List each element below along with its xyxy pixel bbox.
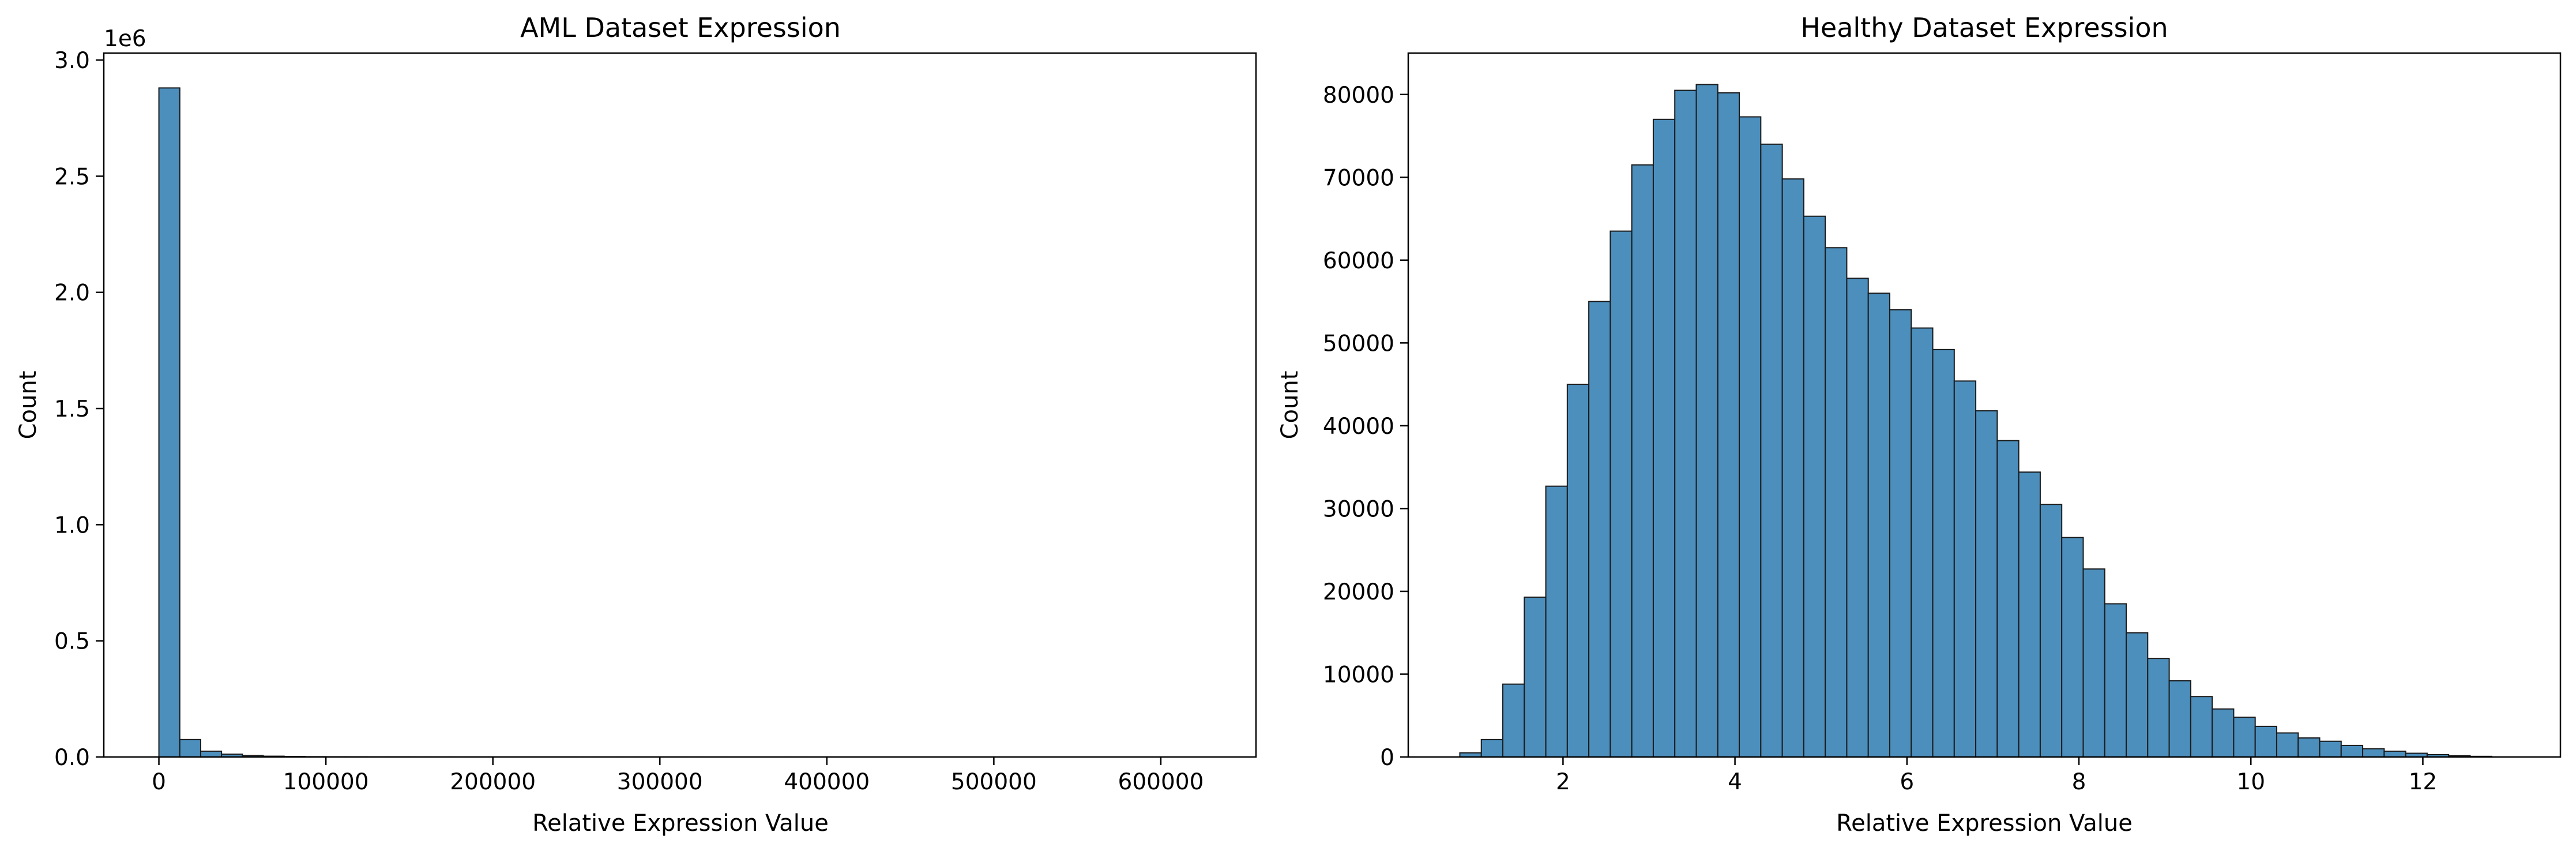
histogram-bar [2297, 737, 2321, 758]
histogram-bar [1588, 301, 1611, 758]
histogram-bar [1911, 327, 1934, 758]
histogram-bar [1695, 84, 1718, 758]
histogram-bar [2126, 632, 2149, 758]
histogram-bar [1674, 89, 1697, 758]
y-axis-ticks: 0 10000 20000 30000 40000 50000 60000 70000 8000… [1323, 83, 1408, 771]
y-axis-ticks: 0.0 0.5 1.0 1.5 2.0 2.5 3.0 [54, 48, 104, 771]
x-tick-label: 2 [1556, 769, 1570, 795]
axes-frame [103, 52, 1257, 758]
x-tick-label: 200000 [450, 769, 536, 795]
x-tick-label: 600000 [1118, 769, 1204, 795]
chart-aml: AML Dataset Expression 1e6 0 100000 200000… [15, 12, 1257, 837]
x-tick-label: 12 [2409, 769, 2438, 795]
y-tick-label: 80000 [1323, 83, 1394, 108]
histogram-bar [1803, 215, 1826, 758]
axes-frame [1407, 52, 2562, 758]
x-tick-label: 6 [1900, 769, 1914, 795]
histogram-bar [1889, 309, 1912, 758]
chart-title: AML Dataset Expression [520, 12, 841, 43]
histogram-bar [1760, 143, 1783, 758]
histogram-bar [1996, 440, 2020, 758]
histogram-bar [200, 750, 223, 758]
histogram-bar [2018, 471, 2041, 758]
histogram-bar [2362, 748, 2385, 758]
histogram-bar [2190, 696, 2213, 758]
histogram-bar [2104, 603, 2127, 758]
y-tick-label: 0.5 [54, 629, 90, 655]
histogram-bar [2383, 750, 2406, 758]
histogram-bar [1846, 278, 1869, 758]
histogram-bar [2319, 740, 2342, 758]
y-tick-label: 3.0 [54, 48, 90, 74]
histogram-bar [1652, 118, 1676, 758]
histogram-bar [1524, 596, 1547, 758]
x-axis-ticks: 2 4 6 8 10 12 [1556, 757, 2437, 795]
y-tick-label: 1.5 [54, 396, 90, 422]
y-tick-label: 0 [1380, 745, 1394, 771]
histogram-bar [2254, 725, 2277, 758]
y-tick-label: 2.5 [54, 164, 90, 190]
histogram-bar [179, 739, 201, 758]
x-tick-label: 400000 [784, 769, 870, 795]
histogram-bar [2039, 504, 2063, 758]
histogram-bar [2276, 732, 2299, 758]
y-tick-label: 70000 [1323, 165, 1394, 191]
y-tick-label: 60000 [1323, 248, 1394, 274]
histogram-bar [2061, 537, 2084, 758]
histogram-bar [1739, 116, 1762, 758]
histogram-bar [1975, 410, 1998, 758]
y-tick-label: 30000 [1323, 496, 1394, 522]
histogram-bar [1609, 230, 1633, 758]
histogram-bar [2340, 744, 2364, 758]
y-tick-label: 10000 [1323, 662, 1394, 688]
y-axis-label: Count [15, 371, 42, 440]
histogram-bar [1825, 247, 1848, 758]
x-axis-label: Relative Expression Value [1836, 810, 2133, 837]
histogram-bar [1566, 384, 1590, 758]
y-tick-label: 20000 [1323, 579, 1394, 605]
x-tick-label: 4 [1728, 769, 1742, 795]
histogram-bar [1502, 683, 1525, 758]
y-tick-label: 2.0 [54, 280, 90, 306]
chart-healthy: Healthy Dataset Expression 2 4 6 8 10 12 0 100… [1277, 12, 2562, 837]
x-tick-label: 0 [152, 769, 166, 795]
histogram-bars [1459, 84, 2492, 758]
histogram-bar [158, 87, 180, 758]
y-offset-label: 1e6 [104, 26, 146, 52]
x-axis-ticks: 0 100000 200000 300000 400000 500000 600000 [152, 757, 1204, 795]
histogram-bar [1781, 178, 1804, 758]
histogram-bar [1545, 485, 1568, 758]
histogram-bar [1953, 380, 1977, 758]
x-tick-label: 10 [2236, 769, 2265, 795]
x-tick-label: 300000 [617, 769, 703, 795]
y-tick-label: 0.0 [54, 745, 90, 771]
histogram-bar [1717, 92, 1740, 758]
histogram-bar [2212, 708, 2235, 758]
y-axis-label: Count [1277, 371, 1303, 440]
y-tick-label: 40000 [1323, 414, 1394, 440]
histogram-bar [1932, 348, 1955, 758]
x-tick-label: 500000 [951, 769, 1037, 795]
x-tick-label: 100000 [283, 769, 369, 795]
histogram-bar [2147, 658, 2170, 758]
histogram-bar [1480, 739, 1504, 758]
histogram-bar [1867, 293, 1890, 758]
chart-title: Healthy Dataset Expression [1800, 12, 2168, 43]
histogram-bar [1631, 164, 1654, 758]
x-axis-label: Relative Expression Value [532, 810, 829, 837]
histogram-bar [2168, 680, 2191, 758]
histogram-bar [2082, 568, 2105, 758]
y-tick-label: 1.0 [54, 512, 90, 538]
x-tick-label: 8 [2072, 769, 2086, 795]
histogram-bar [2233, 717, 2256, 758]
y-tick-label: 50000 [1323, 331, 1394, 357]
